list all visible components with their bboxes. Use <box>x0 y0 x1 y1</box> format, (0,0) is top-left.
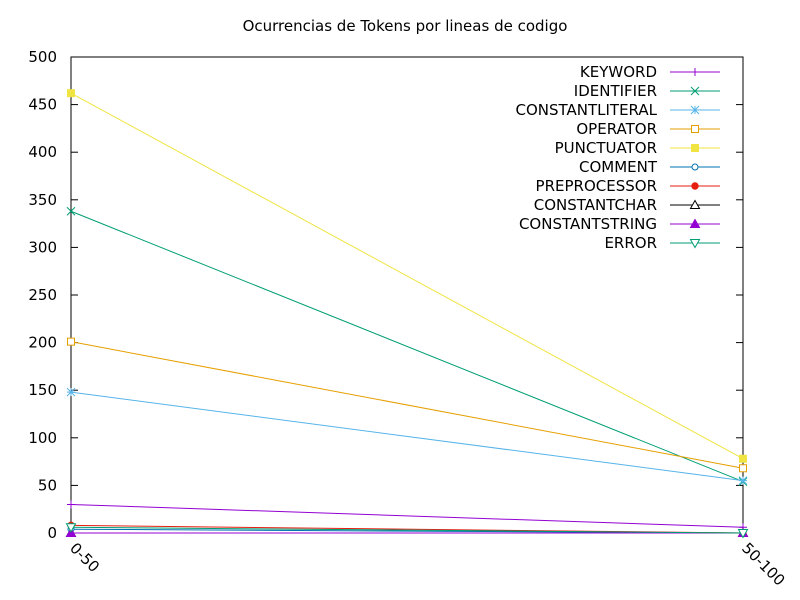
legend-entry: CONSTANTLITERAL <box>515 101 720 119</box>
legend-label: IDENTIFIER <box>574 82 657 100</box>
legend-label: CONSTANTSTRING <box>519 215 657 233</box>
series-line <box>70 92 744 460</box>
data-point <box>739 454 747 463</box>
data-point <box>737 529 749 539</box>
y-tick-label: 250 <box>28 286 57 304</box>
legend-entry: ERROR <box>604 234 720 252</box>
y-tick-label: 150 <box>28 381 57 399</box>
legend-marker <box>691 125 699 133</box>
legend-label: CONSTANTLITERAL <box>515 101 657 119</box>
x-tick-label: 50-100 <box>738 539 788 589</box>
legend-marker <box>691 182 699 190</box>
legend-label: OPERATOR <box>576 120 657 138</box>
legend-marker <box>691 163 699 171</box>
data-point <box>739 464 747 473</box>
data-point <box>67 89 75 98</box>
y-tick-label: 300 <box>28 238 57 256</box>
chart-title: Ocurrencias de Tokens por lineas de codi… <box>243 17 568 35</box>
data-point <box>66 206 76 216</box>
legend-label: COMMENT <box>579 158 658 176</box>
legend-marker <box>690 86 700 96</box>
series-operator <box>67 337 747 473</box>
legend-entry: COMMENT <box>579 158 720 176</box>
legend-marker <box>689 239 701 249</box>
series-line <box>70 503 744 528</box>
series-layer <box>65 89 749 539</box>
legend-marker <box>689 199 701 209</box>
y-tick-label: 400 <box>28 143 57 161</box>
legend-marker <box>691 144 699 152</box>
legend-entry: CONSTANTSTRING <box>519 215 720 233</box>
legend-label: KEYWORD <box>580 63 657 81</box>
series-error <box>65 523 749 539</box>
y-tick-label: 350 <box>28 191 57 209</box>
legend-entry: KEYWORD <box>580 63 720 81</box>
series-line <box>70 210 744 483</box>
data-point <box>67 337 75 346</box>
legend-marker <box>691 68 699 76</box>
legend-entry: CONSTANTCHAR <box>534 196 720 214</box>
series-line <box>70 526 744 534</box>
series-line <box>70 391 744 482</box>
y-tick-label: 200 <box>28 334 57 352</box>
y-tick-label: 500 <box>28 48 57 66</box>
data-point <box>65 523 77 533</box>
legend-label: ERROR <box>604 234 657 252</box>
y-tick-label: 0 <box>47 524 57 542</box>
y-tick-label: 450 <box>28 96 57 114</box>
data-point <box>66 387 76 397</box>
legend-marker <box>689 218 701 228</box>
x-tick-label: 0-50 <box>66 539 103 576</box>
legend-entry: PREPROCESSOR <box>536 177 720 195</box>
legend-entry: IDENTIFIER <box>574 82 720 100</box>
series-constantliteral <box>66 387 748 485</box>
series-keyword <box>67 500 747 532</box>
legend-label: PREPROCESSOR <box>536 177 657 195</box>
series-line <box>70 341 744 469</box>
legend: KEYWORDIDENTIFIERCONSTANTLITERALOPERATOR… <box>515 63 720 252</box>
legend-entry: PUNCTUATOR <box>555 139 720 157</box>
legend-entry: OPERATOR <box>576 120 720 138</box>
data-point <box>67 500 75 509</box>
y-tick-label: 50 <box>38 476 57 494</box>
y-tick-label: 100 <box>28 429 57 447</box>
legend-marker <box>690 105 700 115</box>
series-punctuator <box>67 89 747 463</box>
data-point <box>738 476 748 485</box>
legend-label: CONSTANTCHAR <box>534 196 657 214</box>
legend-label: PUNCTUATOR <box>555 139 657 157</box>
